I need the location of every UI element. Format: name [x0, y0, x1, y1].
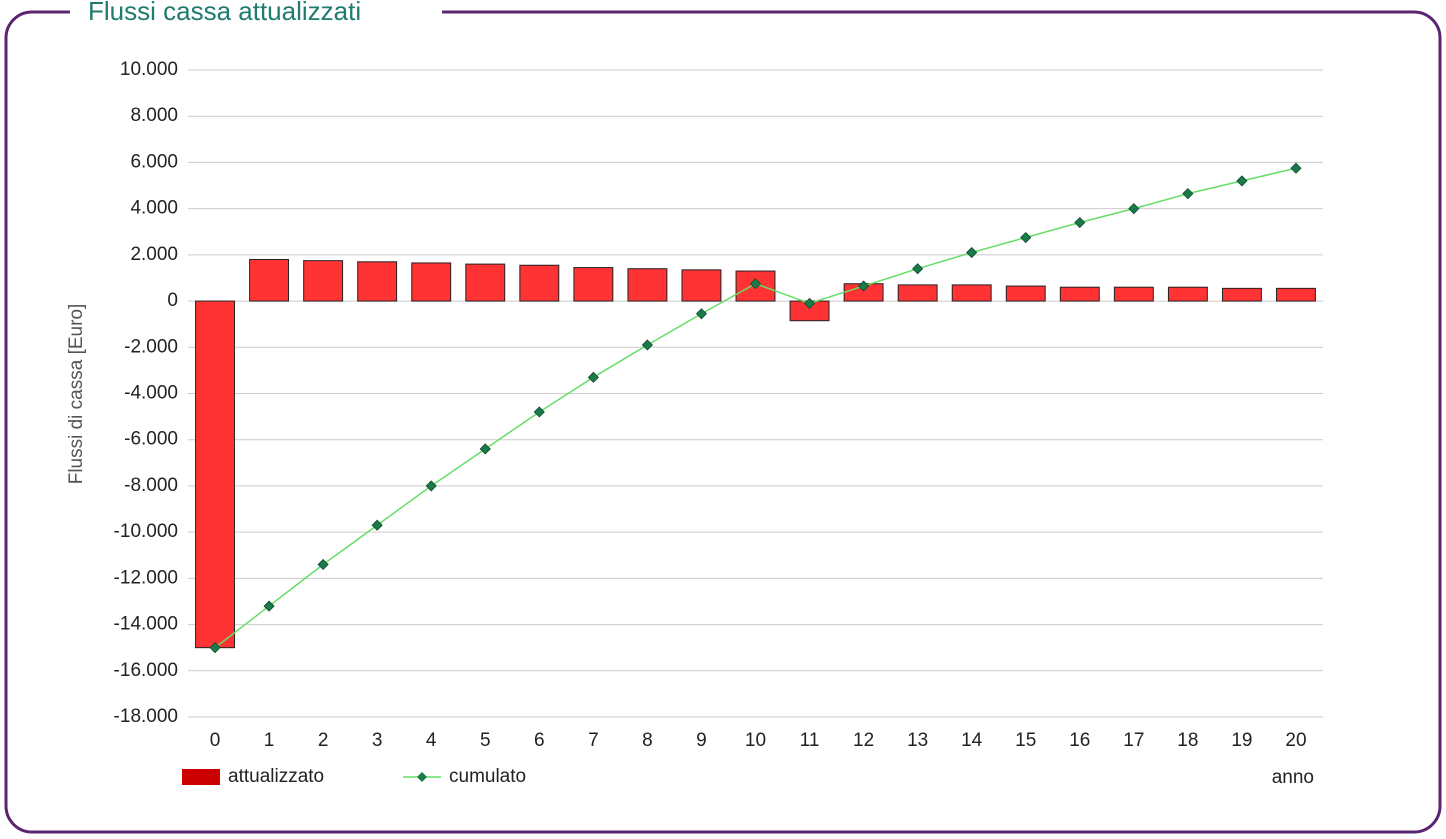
marker	[533, 406, 545, 418]
marker	[263, 600, 275, 612]
marker	[966, 246, 978, 259]
x-tick-label: 0	[210, 730, 221, 751]
marker	[317, 558, 329, 571]
bar	[1113, 286, 1154, 302]
bar	[1005, 285, 1046, 302]
bar	[465, 263, 506, 302]
x-tick-label: 5	[480, 730, 491, 751]
y-tick-label: -6.000	[124, 429, 178, 450]
bar	[735, 270, 776, 302]
bar	[627, 268, 668, 302]
y-tick-label: 6.000	[130, 151, 178, 172]
x-tick-label: 7	[588, 730, 599, 751]
x-tick-label: 18	[1177, 730, 1198, 751]
bar	[1059, 286, 1100, 302]
chart-title: Flussi cassa attualizzati	[88, 0, 361, 26]
x-tick-label: 3	[372, 730, 383, 751]
marker	[858, 280, 870, 292]
x-tick-label: 13	[907, 730, 928, 751]
y-tick-label: -16.000	[114, 660, 178, 681]
x-tick-label: 4	[426, 730, 437, 751]
x-tick-label: 1	[264, 730, 275, 751]
y-tick-label: -18.000	[114, 706, 178, 727]
bar	[1221, 287, 1262, 302]
y-tick-label: 8.000	[130, 105, 178, 126]
y-tick-label: -2.000	[124, 336, 178, 357]
marker	[587, 371, 599, 383]
bar	[411, 262, 452, 302]
marker	[1128, 203, 1140, 215]
marker	[912, 263, 924, 275]
bar	[951, 284, 992, 302]
bar	[573, 267, 614, 302]
x-tick-label: 8	[642, 730, 653, 751]
bar	[195, 300, 235, 649]
x-tick-label: 19	[1231, 730, 1252, 751]
y-tick-label: 10.000	[120, 59, 178, 80]
x-axis-label: anno	[1272, 767, 1314, 788]
frame	[4, 10, 1442, 834]
marker	[695, 308, 708, 320]
legend-marker	[417, 772, 427, 782]
marker	[749, 278, 762, 290]
x-tick-label: 16	[1069, 730, 1090, 751]
marker	[209, 642, 221, 654]
marker	[425, 480, 437, 492]
bar	[519, 264, 560, 302]
y-tick-label: 4.000	[130, 198, 178, 219]
marker	[1020, 231, 1032, 244]
marker	[1236, 175, 1248, 187]
marker	[371, 519, 383, 531]
bar	[357, 261, 398, 302]
x-tick-label: 2	[318, 730, 329, 751]
y-tick-label: -14.000	[114, 614, 178, 635]
bar	[1276, 287, 1316, 302]
marker	[803, 297, 816, 309]
x-tick-label: 12	[853, 730, 874, 751]
legend-swatch	[182, 769, 220, 785]
title-backdrop	[70, 0, 442, 26]
bar	[249, 258, 290, 302]
y-axis-label: Flussi di cassa [Euro]	[66, 304, 87, 485]
y-tick-label: -10.000	[114, 521, 178, 542]
bar	[681, 269, 722, 302]
y-tick-label: -4.000	[124, 383, 178, 404]
y-tick-label: -8.000	[124, 475, 178, 496]
x-tick-label: 9	[696, 730, 707, 751]
x-tick-label: 14	[961, 730, 983, 751]
y-tick-label: 0	[167, 290, 178, 311]
bar	[897, 284, 938, 302]
marker	[1074, 216, 1086, 229]
bar	[303, 260, 344, 302]
x-tick-label: 10	[745, 730, 766, 751]
x-tick-label: 17	[1123, 730, 1144, 751]
bar	[1167, 286, 1208, 302]
x-tick-label: 6	[534, 730, 545, 751]
marker	[479, 443, 491, 455]
x-tick-label: 15	[1015, 730, 1036, 751]
marker	[1290, 162, 1302, 174]
legend-label: attualizzato	[228, 766, 324, 787]
y-tick-label: -12.000	[114, 567, 178, 588]
x-tick-label: 20	[1285, 730, 1306, 751]
x-tick-label: 11	[800, 730, 820, 751]
y-tick-label: 2.000	[130, 244, 178, 265]
legend-label: cumulato	[449, 766, 526, 787]
marker	[1182, 188, 1194, 200]
marker	[641, 339, 653, 351]
